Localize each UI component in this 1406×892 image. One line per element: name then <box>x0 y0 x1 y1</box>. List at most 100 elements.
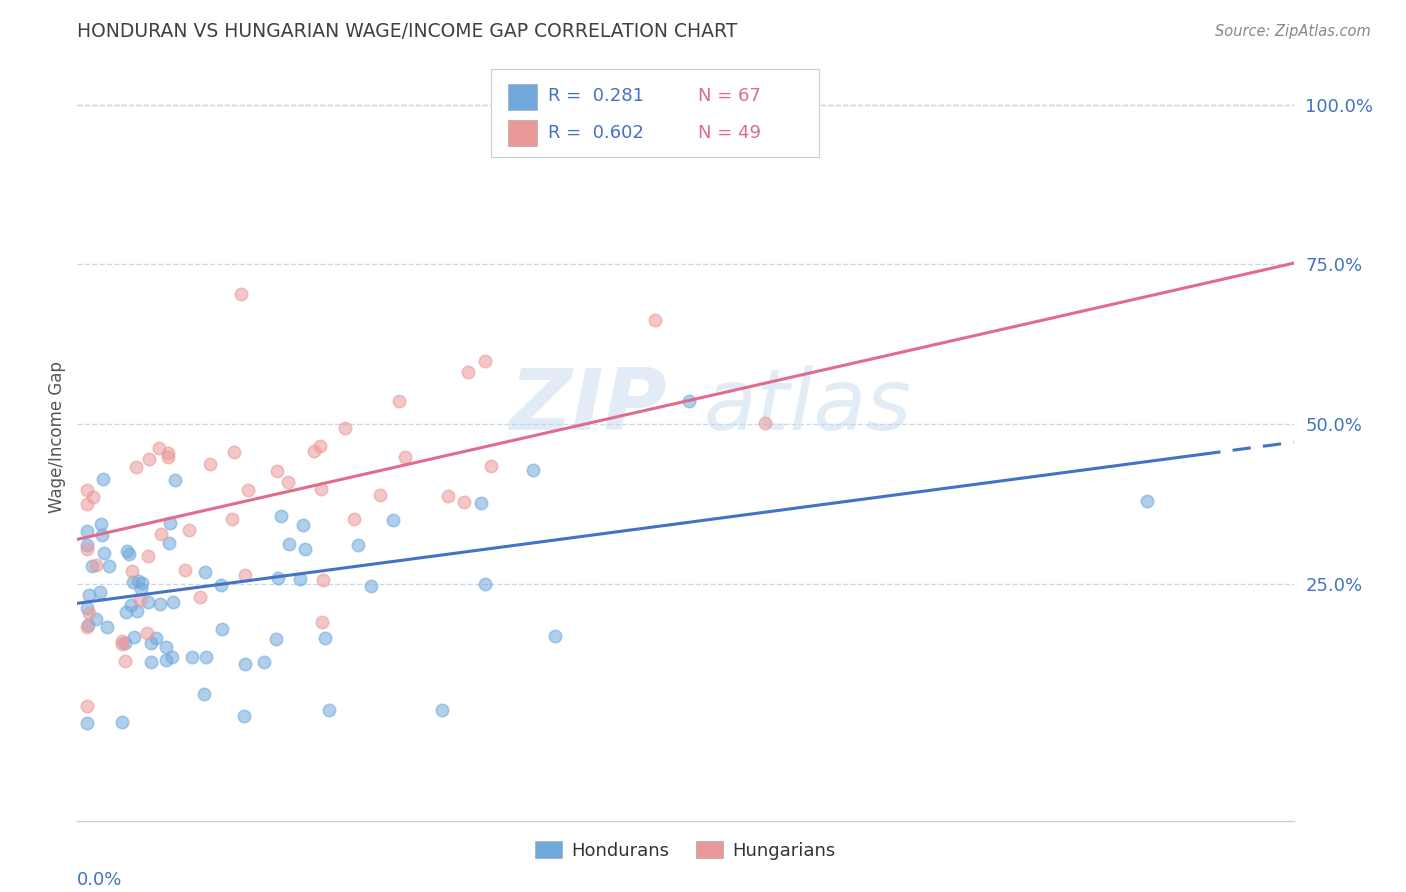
Point <box>233 709 256 723</box>
Point <box>121 564 143 578</box>
Point <box>76 601 98 615</box>
Point <box>115 543 138 558</box>
Point <box>84 558 107 572</box>
Point <box>194 650 217 665</box>
Point <box>79 606 101 620</box>
Point <box>264 632 287 647</box>
Point <box>453 495 475 509</box>
Point <box>236 483 259 497</box>
Point <box>308 439 330 453</box>
Point <box>1136 493 1159 508</box>
Point <box>388 394 411 409</box>
Point <box>82 559 104 574</box>
Point <box>314 631 336 645</box>
Text: ZIP: ZIP <box>509 365 666 448</box>
Point <box>155 640 177 655</box>
Point <box>474 577 496 591</box>
Point <box>76 716 98 731</box>
FancyBboxPatch shape <box>508 84 537 111</box>
FancyBboxPatch shape <box>508 120 537 146</box>
FancyBboxPatch shape <box>491 69 820 157</box>
Point <box>267 570 290 584</box>
Point <box>162 650 184 665</box>
Point <box>177 524 200 538</box>
Legend: Hondurans, Hungarians: Hondurans, Hungarians <box>527 834 844 867</box>
Point <box>138 452 160 467</box>
Point <box>96 620 118 634</box>
Point <box>114 654 136 668</box>
Text: N = 49: N = 49 <box>697 123 761 142</box>
Point <box>754 416 776 430</box>
Point <box>76 620 98 634</box>
Point <box>394 450 416 464</box>
Point <box>114 636 136 650</box>
Point <box>474 354 496 368</box>
Point <box>343 512 366 526</box>
Point <box>120 598 142 612</box>
Text: R =  0.281: R = 0.281 <box>548 87 644 104</box>
Point <box>77 618 100 632</box>
Point <box>522 462 544 476</box>
Point <box>90 516 112 531</box>
Point <box>278 537 301 551</box>
Point <box>221 512 243 526</box>
Point <box>233 657 256 671</box>
Point <box>90 528 112 542</box>
Point <box>294 541 316 556</box>
Point <box>129 593 152 607</box>
Point <box>136 625 159 640</box>
Point <box>368 488 391 502</box>
Point <box>194 565 217 579</box>
Point <box>173 563 195 577</box>
Point <box>131 576 153 591</box>
Point <box>270 508 292 523</box>
Point <box>290 572 312 586</box>
Point <box>114 605 136 619</box>
Point <box>155 653 177 667</box>
Point <box>76 497 98 511</box>
Point <box>229 286 252 301</box>
Text: 0.0%: 0.0% <box>77 871 122 888</box>
Point <box>318 703 340 717</box>
Point <box>432 703 454 717</box>
Point <box>84 612 107 626</box>
Point <box>543 629 565 643</box>
Point <box>149 597 172 611</box>
Point <box>76 539 98 553</box>
Point <box>644 313 666 327</box>
Point <box>77 588 100 602</box>
Point <box>180 649 202 664</box>
Point <box>302 444 325 458</box>
Text: R =  0.602: R = 0.602 <box>548 123 644 142</box>
Point <box>233 567 256 582</box>
Point <box>347 538 370 552</box>
Point <box>131 582 153 596</box>
Point <box>139 636 162 650</box>
Point <box>141 655 163 669</box>
Point <box>157 450 180 464</box>
Point <box>157 536 180 550</box>
Point <box>163 473 186 487</box>
Point <box>91 472 114 486</box>
Point <box>145 631 167 645</box>
Point <box>76 483 98 498</box>
Point <box>148 441 170 455</box>
Point <box>111 715 134 730</box>
Point <box>97 559 120 574</box>
Point <box>82 490 104 504</box>
Point <box>253 655 276 669</box>
Point <box>333 421 356 435</box>
Point <box>678 394 700 409</box>
Point <box>125 459 148 474</box>
Point <box>209 578 232 592</box>
Point <box>266 464 288 478</box>
Point <box>311 615 333 629</box>
Point <box>118 547 141 561</box>
Point <box>124 630 146 644</box>
Text: N = 67: N = 67 <box>697 87 761 104</box>
Point <box>470 496 492 510</box>
Text: HONDURAN VS HUNGARIAN WAGE/INCOME GAP CORRELATION CHART: HONDURAN VS HUNGARIAN WAGE/INCOME GAP CO… <box>77 21 738 41</box>
Point <box>162 595 184 609</box>
Y-axis label: Wage/Income Gap: Wage/Income Gap <box>48 361 66 513</box>
Text: Source: ZipAtlas.com: Source: ZipAtlas.com <box>1215 24 1371 39</box>
